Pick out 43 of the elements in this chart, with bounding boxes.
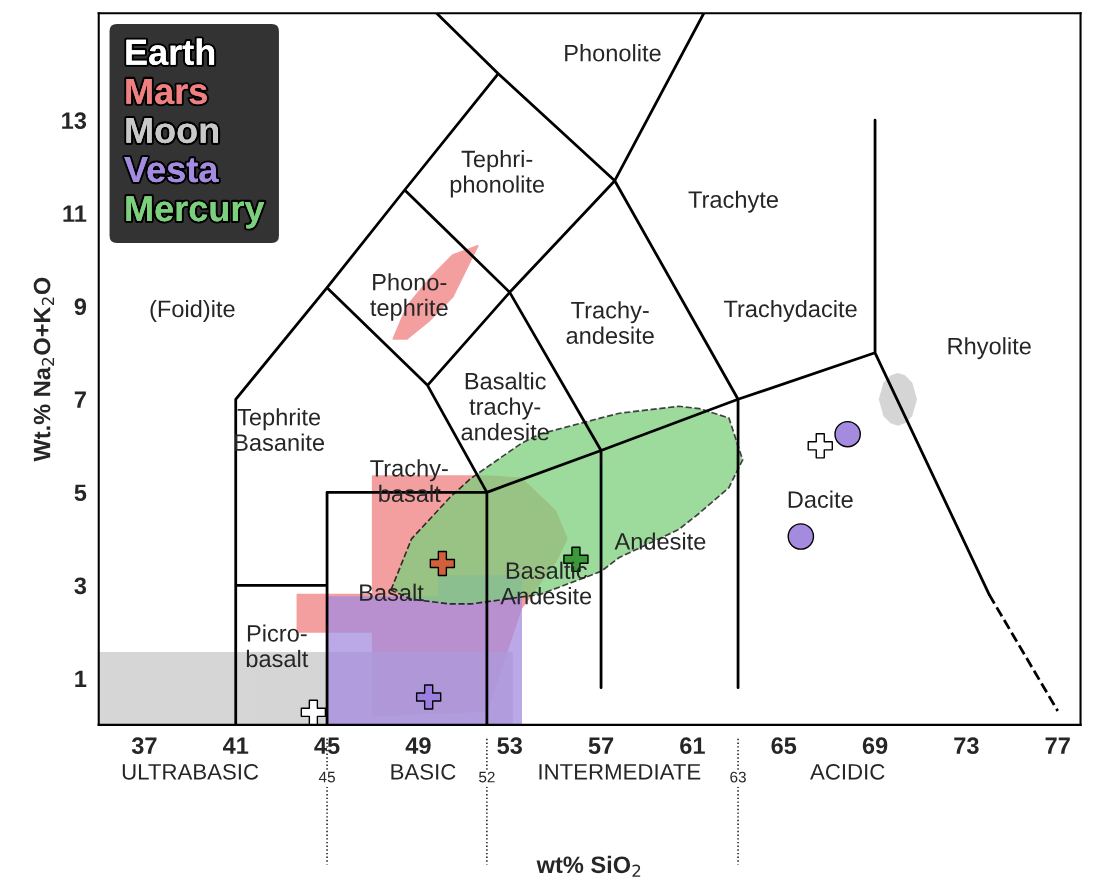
y-tick-label: 13: [62, 112, 87, 130]
text: INTERMEDIATE: [539, 764, 701, 780]
text: Moon: [126, 118, 219, 144]
annotation: (Foid)ite: [150, 299, 235, 322]
annotation: Tephri- phonolite: [450, 150, 545, 198]
x-tick-label: 77: [1045, 737, 1070, 754]
x-tick-label: 45: [314, 737, 340, 755]
text: Mars: [126, 78, 207, 105]
annotation: Basaltic trachy- andesite: [461, 372, 549, 441]
y-tick-label: 11: [63, 205, 87, 222]
y-tick-label: 5: [74, 484, 87, 502]
text: Earth: [126, 38, 215, 66]
text: ACIDIC: [810, 763, 885, 780]
y-tick-label: 9: [74, 298, 87, 316]
text: BASIC: [391, 763, 456, 780]
x-tick-label: 65: [771, 737, 797, 755]
x-tick-label: 57: [588, 737, 614, 755]
x-axis-title: wt% SiO$_{2}$: [536, 855, 641, 877]
y-tick-label: 1: [75, 670, 87, 687]
text: Mercury: [126, 196, 265, 229]
text: Vesta: [124, 157, 219, 183]
annotation: Rhyolite: [948, 337, 1031, 360]
text: 45: [318, 771, 335, 783]
annotation: Picro- basalt: [246, 624, 309, 668]
annotation: Trachyte: [688, 190, 778, 213]
x-tick-label: 61: [680, 737, 705, 755]
y-tick-label: 7: [74, 391, 86, 408]
y-axis-title: Wt.% Na$_{2}$O+K$_{2}$O: [33, 277, 55, 462]
text: 63: [730, 771, 746, 783]
y-tick-label: 3: [74, 577, 87, 595]
x-tick-label: 41: [222, 737, 249, 754]
x-tick-label: 69: [862, 737, 888, 755]
text: 52: [479, 771, 495, 783]
x-tick-label: 73: [954, 737, 979, 755]
x-tick-label: 53: [497, 737, 522, 755]
x-tick-label: 37: [131, 737, 157, 755]
annotation: Trachydacite: [723, 299, 857, 322]
annotation: Phonolite: [565, 44, 661, 62]
annotation: Phono- tephrite: [370, 273, 448, 321]
annotation: Trachy- andesite: [566, 301, 654, 344]
annotation: Dacite: [788, 490, 853, 508]
text: ULTRABASIC: [122, 763, 259, 780]
x-tick-label: 49: [405, 737, 431, 755]
